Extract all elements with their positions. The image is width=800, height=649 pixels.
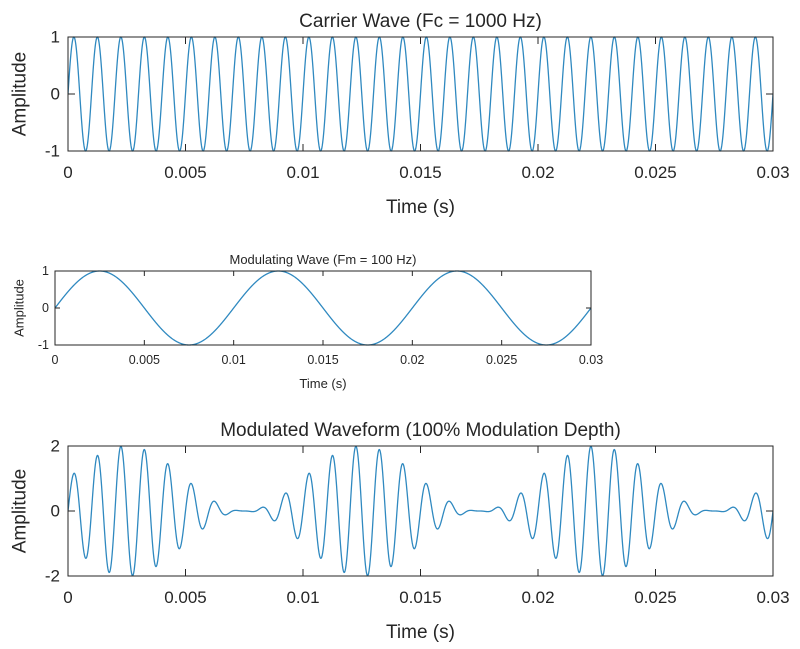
x-tick-label: 0.03 <box>579 353 603 367</box>
x-tick-label: 0.02 <box>521 588 554 607</box>
y-tick-label: 0 <box>42 301 49 315</box>
y-tick-label: -1 <box>38 338 49 352</box>
subplot-2: 0 0.005 0.01 0.015 0.02 0.025 0.0310-1Modulati… <box>12 252 604 391</box>
subplot-panels: 0 0.005 0.01 0.015 0.02 0.025 0.0310-1Carrier … <box>10 11 790 643</box>
series-line <box>68 36 773 152</box>
x-tick-label: 0.03 <box>756 163 789 182</box>
x-tick-label: 0.025 <box>634 163 677 182</box>
y-tick-label: -1 <box>45 142 60 161</box>
x-tick-label: 0.02 <box>521 163 554 182</box>
x-tick-label: 0.03 <box>756 588 789 607</box>
y-tick-label: 2 <box>51 437 60 456</box>
y-tick-label: -2 <box>45 567 60 586</box>
x-tick-label: 0.005 <box>164 163 207 182</box>
x-tick-label: 0.01 <box>221 353 245 367</box>
x-tick-label: 0.025 <box>634 588 677 607</box>
chart-title: Modulating Wave (Fm = 100 Hz) <box>229 252 416 267</box>
series-line <box>68 445 773 577</box>
x-tick-label: 0.015 <box>399 588 442 607</box>
x-tick-label: 0.01 <box>286 588 319 607</box>
x-axis-label: Time (s) <box>386 197 455 218</box>
x-tick-label: 0 <box>52 353 59 367</box>
x-axis-label: Time (s) <box>299 376 346 391</box>
subplot-1: 0 0.005 0.01 0.015 0.02 0.025 0.0310-1Carrier … <box>10 11 790 218</box>
x-axis-label: Time (s) <box>386 622 455 643</box>
y-axis-label: Amplitude <box>10 52 31 137</box>
x-tick-label: 0.015 <box>399 163 442 182</box>
x-tick-label: 0.005 <box>164 588 207 607</box>
x-tick-label: 0.01 <box>286 163 319 182</box>
subplot-3: 0 0.005 0.01 0.015 0.02 0.025 0.0320-2Modulate… <box>10 420 790 643</box>
y-axis-label: Amplitude <box>10 469 31 554</box>
chart-title: Modulated Waveform (100% Modulation Dept… <box>220 420 621 441</box>
y-tick-label: 1 <box>51 28 60 47</box>
x-tick-label: 0.015 <box>307 353 338 367</box>
series-line <box>55 270 591 346</box>
y-tick-label: 0 <box>51 85 60 104</box>
chart-title: Carrier Wave (Fc = 1000 Hz) <box>299 11 542 32</box>
x-tick-label: 0.02 <box>400 353 424 367</box>
x-tick-label: 0.025 <box>486 353 517 367</box>
y-tick-label: 1 <box>42 264 49 278</box>
y-axis-label: Amplitude <box>12 279 27 337</box>
x-tick-label: 0 <box>63 588 72 607</box>
x-tick-label: 0 <box>63 163 72 182</box>
x-tick-label: 0.005 <box>129 353 160 367</box>
y-tick-label: 0 <box>51 502 60 521</box>
